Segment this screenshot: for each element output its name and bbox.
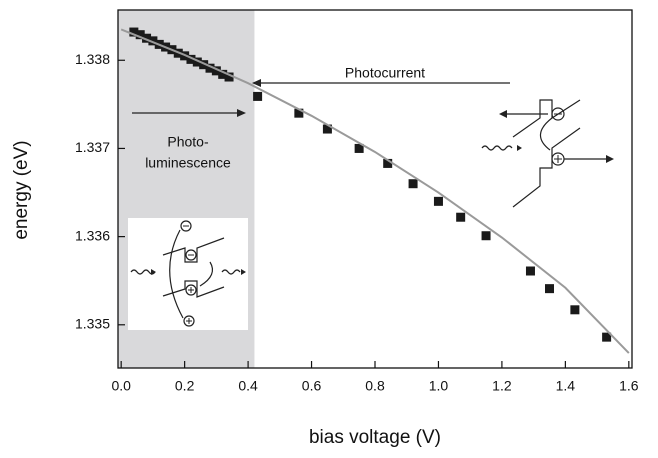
data-point <box>383 158 393 168</box>
x-tick-label: 1.2 <box>492 378 512 394</box>
data-point <box>211 66 221 76</box>
pc-arrow <box>252 79 261 87</box>
data-point <box>224 72 234 82</box>
data-point <box>192 57 202 67</box>
pl-arrow <box>237 109 246 117</box>
data-point <box>354 143 364 153</box>
data-point <box>602 332 612 342</box>
data-point <box>199 60 209 70</box>
annotation: Photocurrent <box>345 65 425 81</box>
data-point <box>205 63 215 73</box>
data-point <box>135 30 145 40</box>
data-point <box>481 231 491 241</box>
x-tick-label: 0.4 <box>238 378 258 394</box>
annotation: luminescence <box>145 155 231 171</box>
fit-line <box>120 28 630 354</box>
inset-photoluminescence <box>128 218 248 330</box>
data-point <box>142 33 152 43</box>
data-point <box>570 305 580 315</box>
inset-photocurrent <box>481 99 614 208</box>
data-point <box>186 54 196 64</box>
data-point <box>322 124 332 134</box>
x-tick-label: 1.0 <box>429 378 449 394</box>
x-tick-label: 1.6 <box>619 378 639 394</box>
y-tick-label: 1.336 <box>75 227 110 243</box>
data-point <box>294 108 304 118</box>
y-tick-label: 1.335 <box>75 315 110 331</box>
x-tick-label: 0.0 <box>111 378 131 394</box>
x-tick-label: 1.4 <box>556 378 576 394</box>
y-axis-label: energy (eV) <box>11 140 32 239</box>
annotation: Photo- <box>167 134 209 150</box>
data-point <box>218 69 228 79</box>
x-tick-label: 0.2 <box>175 378 195 394</box>
y-tick-label: 1.337 <box>75 139 110 155</box>
data-point <box>456 212 466 222</box>
data-point <box>433 196 443 206</box>
x-axis-label: bias voltage (V) <box>309 427 441 448</box>
data-point <box>253 91 263 101</box>
data-point <box>148 36 158 46</box>
x-tick-label: 0.8 <box>365 378 385 394</box>
x-tick-label: 0.6 <box>302 378 322 394</box>
data-point <box>408 179 418 189</box>
data-point <box>545 284 555 294</box>
data-point <box>525 266 535 276</box>
y-tick-label: 1.338 <box>75 51 110 67</box>
data-point <box>129 27 139 37</box>
